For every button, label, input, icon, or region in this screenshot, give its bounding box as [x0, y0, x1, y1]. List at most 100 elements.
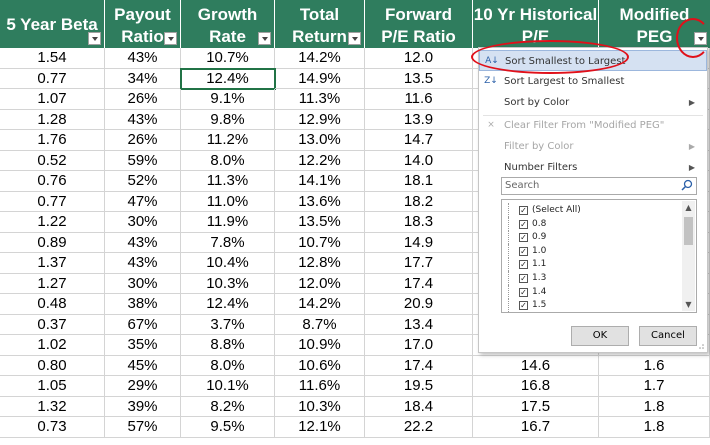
table-cell[interactable]: 17.7 [365, 253, 473, 274]
table-cell[interactable]: 17.4 [365, 273, 473, 294]
table-cell[interactable]: 26% [105, 130, 181, 151]
table-cell[interactable]: 26% [105, 89, 181, 110]
table-cell[interactable]: 0.73 [0, 417, 105, 438]
table-cell[interactable]: 13.0% [275, 130, 365, 151]
table-cell[interactable]: 12.2% [275, 150, 365, 171]
table-cell[interactable]: 14.2% [275, 48, 365, 69]
table-cell[interactable]: 10.3% [275, 396, 365, 417]
table-cell[interactable]: 10.4% [181, 253, 275, 274]
sort-largest-to-smallest[interactable]: Z↓ Sort Largest to Smallest [479, 71, 707, 92]
table-cell[interactable]: 1.05 [0, 376, 105, 397]
table-cell[interactable]: 8.0% [181, 150, 275, 171]
scroll-thumb[interactable] [684, 217, 693, 245]
checkbox[interactable]: ✓ [519, 260, 528, 270]
table-cell[interactable]: 9.1% [181, 89, 275, 110]
table-cell[interactable]: 10.7% [181, 48, 275, 69]
table-cell[interactable]: 14.9 [365, 232, 473, 253]
table-cell[interactable]: 8.8% [181, 335, 275, 356]
table-cell[interactable]: 29% [105, 376, 181, 397]
table-cell[interactable]: 0.89 [0, 232, 105, 253]
table-cell[interactable]: 19.5 [365, 376, 473, 397]
table-cell[interactable]: 13.5% [275, 212, 365, 233]
table-cell[interactable]: 1.27 [0, 273, 105, 294]
table-cell[interactable]: 12.4% [181, 294, 275, 315]
cancel-button[interactable]: Cancel [639, 326, 697, 346]
scroll-down-icon[interactable]: ▼ [685, 300, 692, 309]
sort-by-color[interactable]: Sort by Color ▶ [479, 92, 707, 113]
table-cell[interactable]: 1.22 [0, 212, 105, 233]
ok-button[interactable]: OK [571, 326, 629, 346]
table-cell[interactable]: 1.8 [599, 396, 710, 417]
table-cell[interactable]: 22.2 [365, 417, 473, 438]
table-cell[interactable]: 10.3% [181, 273, 275, 294]
filter-dropdown-button[interactable] [258, 32, 271, 45]
table-cell[interactable]: 30% [105, 273, 181, 294]
table-cell[interactable]: 18.3 [365, 212, 473, 233]
checkbox[interactable]: ✓ [519, 246, 528, 256]
table-cell[interactable]: 12.8% [275, 253, 365, 274]
table-cell[interactable]: 10.7% [275, 232, 365, 253]
table-cell[interactable]: 0.77 [0, 68, 105, 89]
table-cell[interactable]: 18.2 [365, 191, 473, 212]
checkbox[interactable]: ✓ [519, 301, 528, 311]
table-cell[interactable]: 8.7% [275, 314, 365, 335]
table-cell[interactable]: 1.7 [599, 376, 710, 397]
scrollbar[interactable]: ▲ ▼ [682, 201, 695, 311]
scroll-up-icon[interactable]: ▲ [685, 203, 692, 212]
table-cell[interactable]: 43% [105, 109, 181, 130]
table-cell[interactable]: 20.9 [365, 294, 473, 315]
number-filters[interactable]: Number Filters ▶ [479, 157, 707, 178]
table-cell[interactable]: 0.48 [0, 294, 105, 315]
table-cell[interactable]: 10.6% [275, 355, 365, 376]
table-cell[interactable]: 14.9% [275, 68, 365, 89]
table-cell[interactable]: 16.8 [473, 376, 599, 397]
table-cell[interactable]: 14.2% [275, 294, 365, 315]
filter-dropdown-button[interactable] [164, 32, 177, 45]
table-cell[interactable]: 10.9% [275, 335, 365, 356]
checkbox[interactable]: ✓ [519, 274, 528, 283]
table-cell[interactable]: 13.6% [275, 191, 365, 212]
filter-dropdown-button[interactable] [88, 32, 101, 45]
table-cell[interactable]: 34% [105, 68, 181, 89]
table-cell[interactable]: 3.7% [181, 314, 275, 335]
checkbox[interactable]: ✓ [519, 233, 528, 243]
table-cell[interactable]: 57% [105, 417, 181, 438]
search-input[interactable]: Search [501, 177, 697, 195]
table-cell[interactable]: 14.1% [275, 171, 365, 192]
table-cell[interactable]: 1.02 [0, 335, 105, 356]
table-cell[interactable]: 43% [105, 253, 181, 274]
table-cell[interactable]: 52% [105, 171, 181, 192]
checkbox[interactable]: ✓ [519, 219, 528, 229]
table-cell[interactable]: 1.28 [0, 109, 105, 130]
table-cell[interactable]: 12.9% [275, 109, 365, 130]
table-cell[interactable]: 9.5% [181, 417, 275, 438]
checkbox[interactable]: ✓ [519, 287, 528, 297]
table-cell[interactable]: 12.4% [180, 67, 276, 90]
table-cell[interactable]: 1.76 [0, 130, 105, 151]
filter-dropdown-button[interactable] [348, 32, 361, 45]
table-cell[interactable]: 1.07 [0, 89, 105, 110]
table-cell[interactable]: 1.37 [0, 253, 105, 274]
table-cell[interactable]: 11.0% [181, 191, 275, 212]
table-cell[interactable]: 11.6% [275, 376, 365, 397]
table-cell[interactable]: 13.5 [365, 68, 473, 89]
table-cell[interactable]: 11.3% [181, 171, 275, 192]
table-cell[interactable]: 35% [105, 335, 181, 356]
table-cell[interactable]: 43% [105, 232, 181, 253]
table-cell[interactable]: 17.4 [365, 355, 473, 376]
table-cell[interactable]: 7.8% [181, 232, 275, 253]
table-cell[interactable]: 11.6 [365, 89, 473, 110]
table-cell[interactable]: 0.77 [0, 191, 105, 212]
table-cell[interactable]: 12.0% [275, 273, 365, 294]
table-cell[interactable]: 1.32 [0, 396, 105, 417]
table-cell[interactable]: 17.0 [365, 335, 473, 356]
table-cell[interactable]: 8.0% [181, 355, 275, 376]
table-cell[interactable]: 9.8% [181, 109, 275, 130]
table-cell[interactable]: 39% [105, 396, 181, 417]
table-cell[interactable]: 1.54 [0, 48, 105, 69]
table-cell[interactable]: 59% [105, 150, 181, 171]
table-cell[interactable]: 47% [105, 191, 181, 212]
table-cell[interactable]: 11.2% [181, 130, 275, 151]
table-cell[interactable]: 30% [105, 212, 181, 233]
table-cell[interactable]: 12.1% [275, 417, 365, 438]
